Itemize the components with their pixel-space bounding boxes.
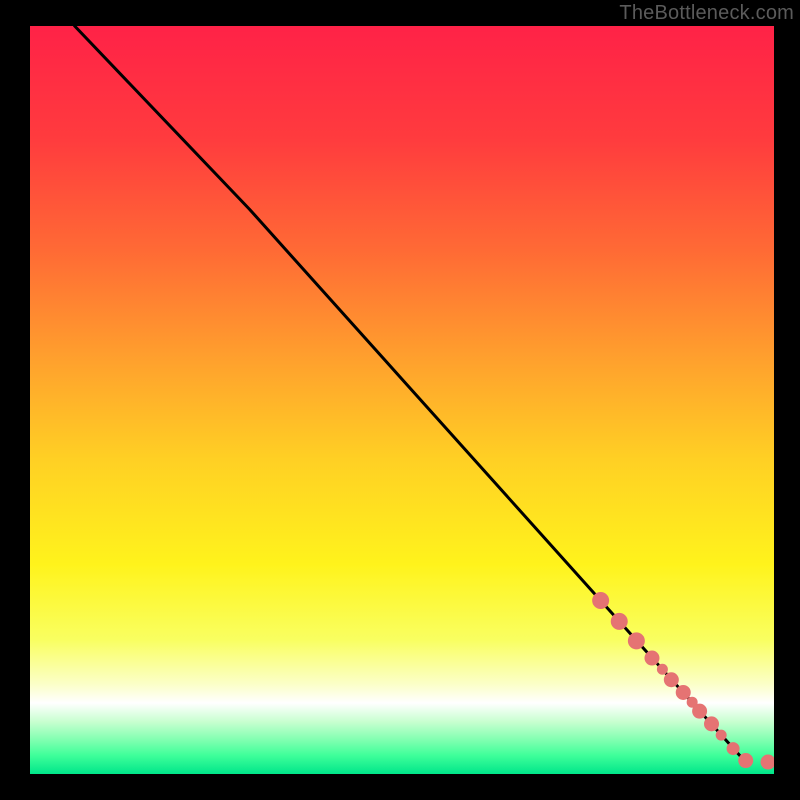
data-marker bbox=[761, 755, 775, 769]
data-marker bbox=[716, 730, 726, 740]
data-marker bbox=[593, 592, 609, 608]
data-marker bbox=[693, 704, 707, 718]
data-marker bbox=[611, 613, 627, 629]
gradient-background bbox=[30, 26, 774, 774]
stage: TheBottleneck.com bbox=[0, 0, 800, 800]
data-marker bbox=[645, 651, 659, 665]
data-marker bbox=[739, 754, 753, 768]
data-marker bbox=[705, 717, 719, 731]
bottleneck-chart bbox=[0, 0, 800, 800]
data-marker bbox=[628, 633, 644, 649]
data-marker bbox=[657, 664, 667, 674]
data-marker bbox=[727, 743, 739, 755]
data-marker bbox=[664, 673, 678, 687]
data-marker bbox=[676, 685, 690, 699]
